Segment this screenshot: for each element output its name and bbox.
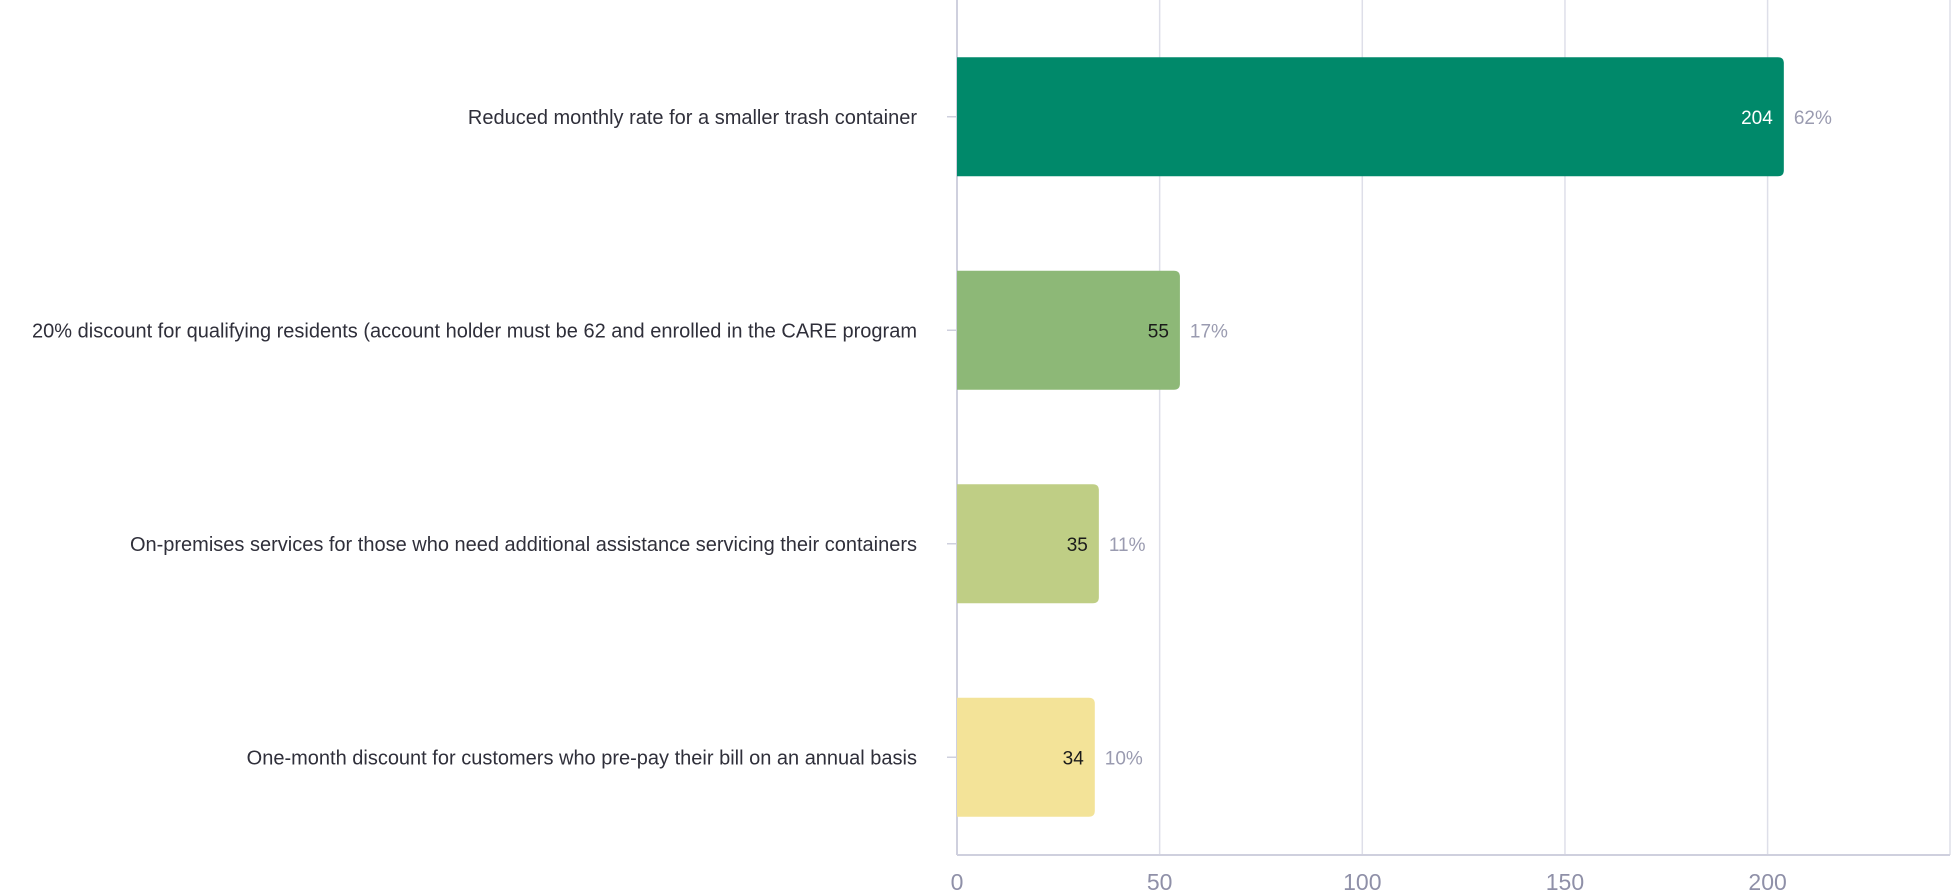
category-label-2: On-premises services for those who need … xyxy=(130,534,917,556)
bar-value-label-3: 34 xyxy=(1063,748,1085,769)
labels: 0 50 100 150 200 Reduced monthly rate for a s… xyxy=(32,107,1832,894)
bar-0 xyxy=(957,57,1784,177)
bar-value-label-1: 55 xyxy=(1148,321,1169,342)
category-label-3: One-month discount for customers who pre… xyxy=(247,747,917,769)
bar-1 xyxy=(957,270,1180,390)
category-label-0: Reduced monthly rate for a smaller trash… xyxy=(468,107,917,129)
category-label-1: 20% discount for qualifying residents (a… xyxy=(32,320,917,342)
bars xyxy=(957,57,1784,817)
x-tick-label-0: 0 xyxy=(951,869,964,894)
bar-percent-label-1: 17% xyxy=(1190,321,1228,342)
bar-3 xyxy=(957,697,1095,817)
bar-value-label-0: 204 xyxy=(1741,108,1773,129)
bar-2 xyxy=(957,484,1099,604)
x-tick-label-1: 50 xyxy=(1147,869,1173,894)
bar-percent-label-3: 10% xyxy=(1105,748,1143,769)
bar-percent-label-2: 11% xyxy=(1109,535,1146,556)
x-tick-label-4: 200 xyxy=(1748,869,1786,894)
bar-value-label-2: 35 xyxy=(1067,535,1088,556)
x-tick-label-2: 100 xyxy=(1343,869,1381,894)
x-tick-label-3: 150 xyxy=(1546,869,1584,894)
bar-percent-label-0: 62% xyxy=(1794,108,1832,129)
